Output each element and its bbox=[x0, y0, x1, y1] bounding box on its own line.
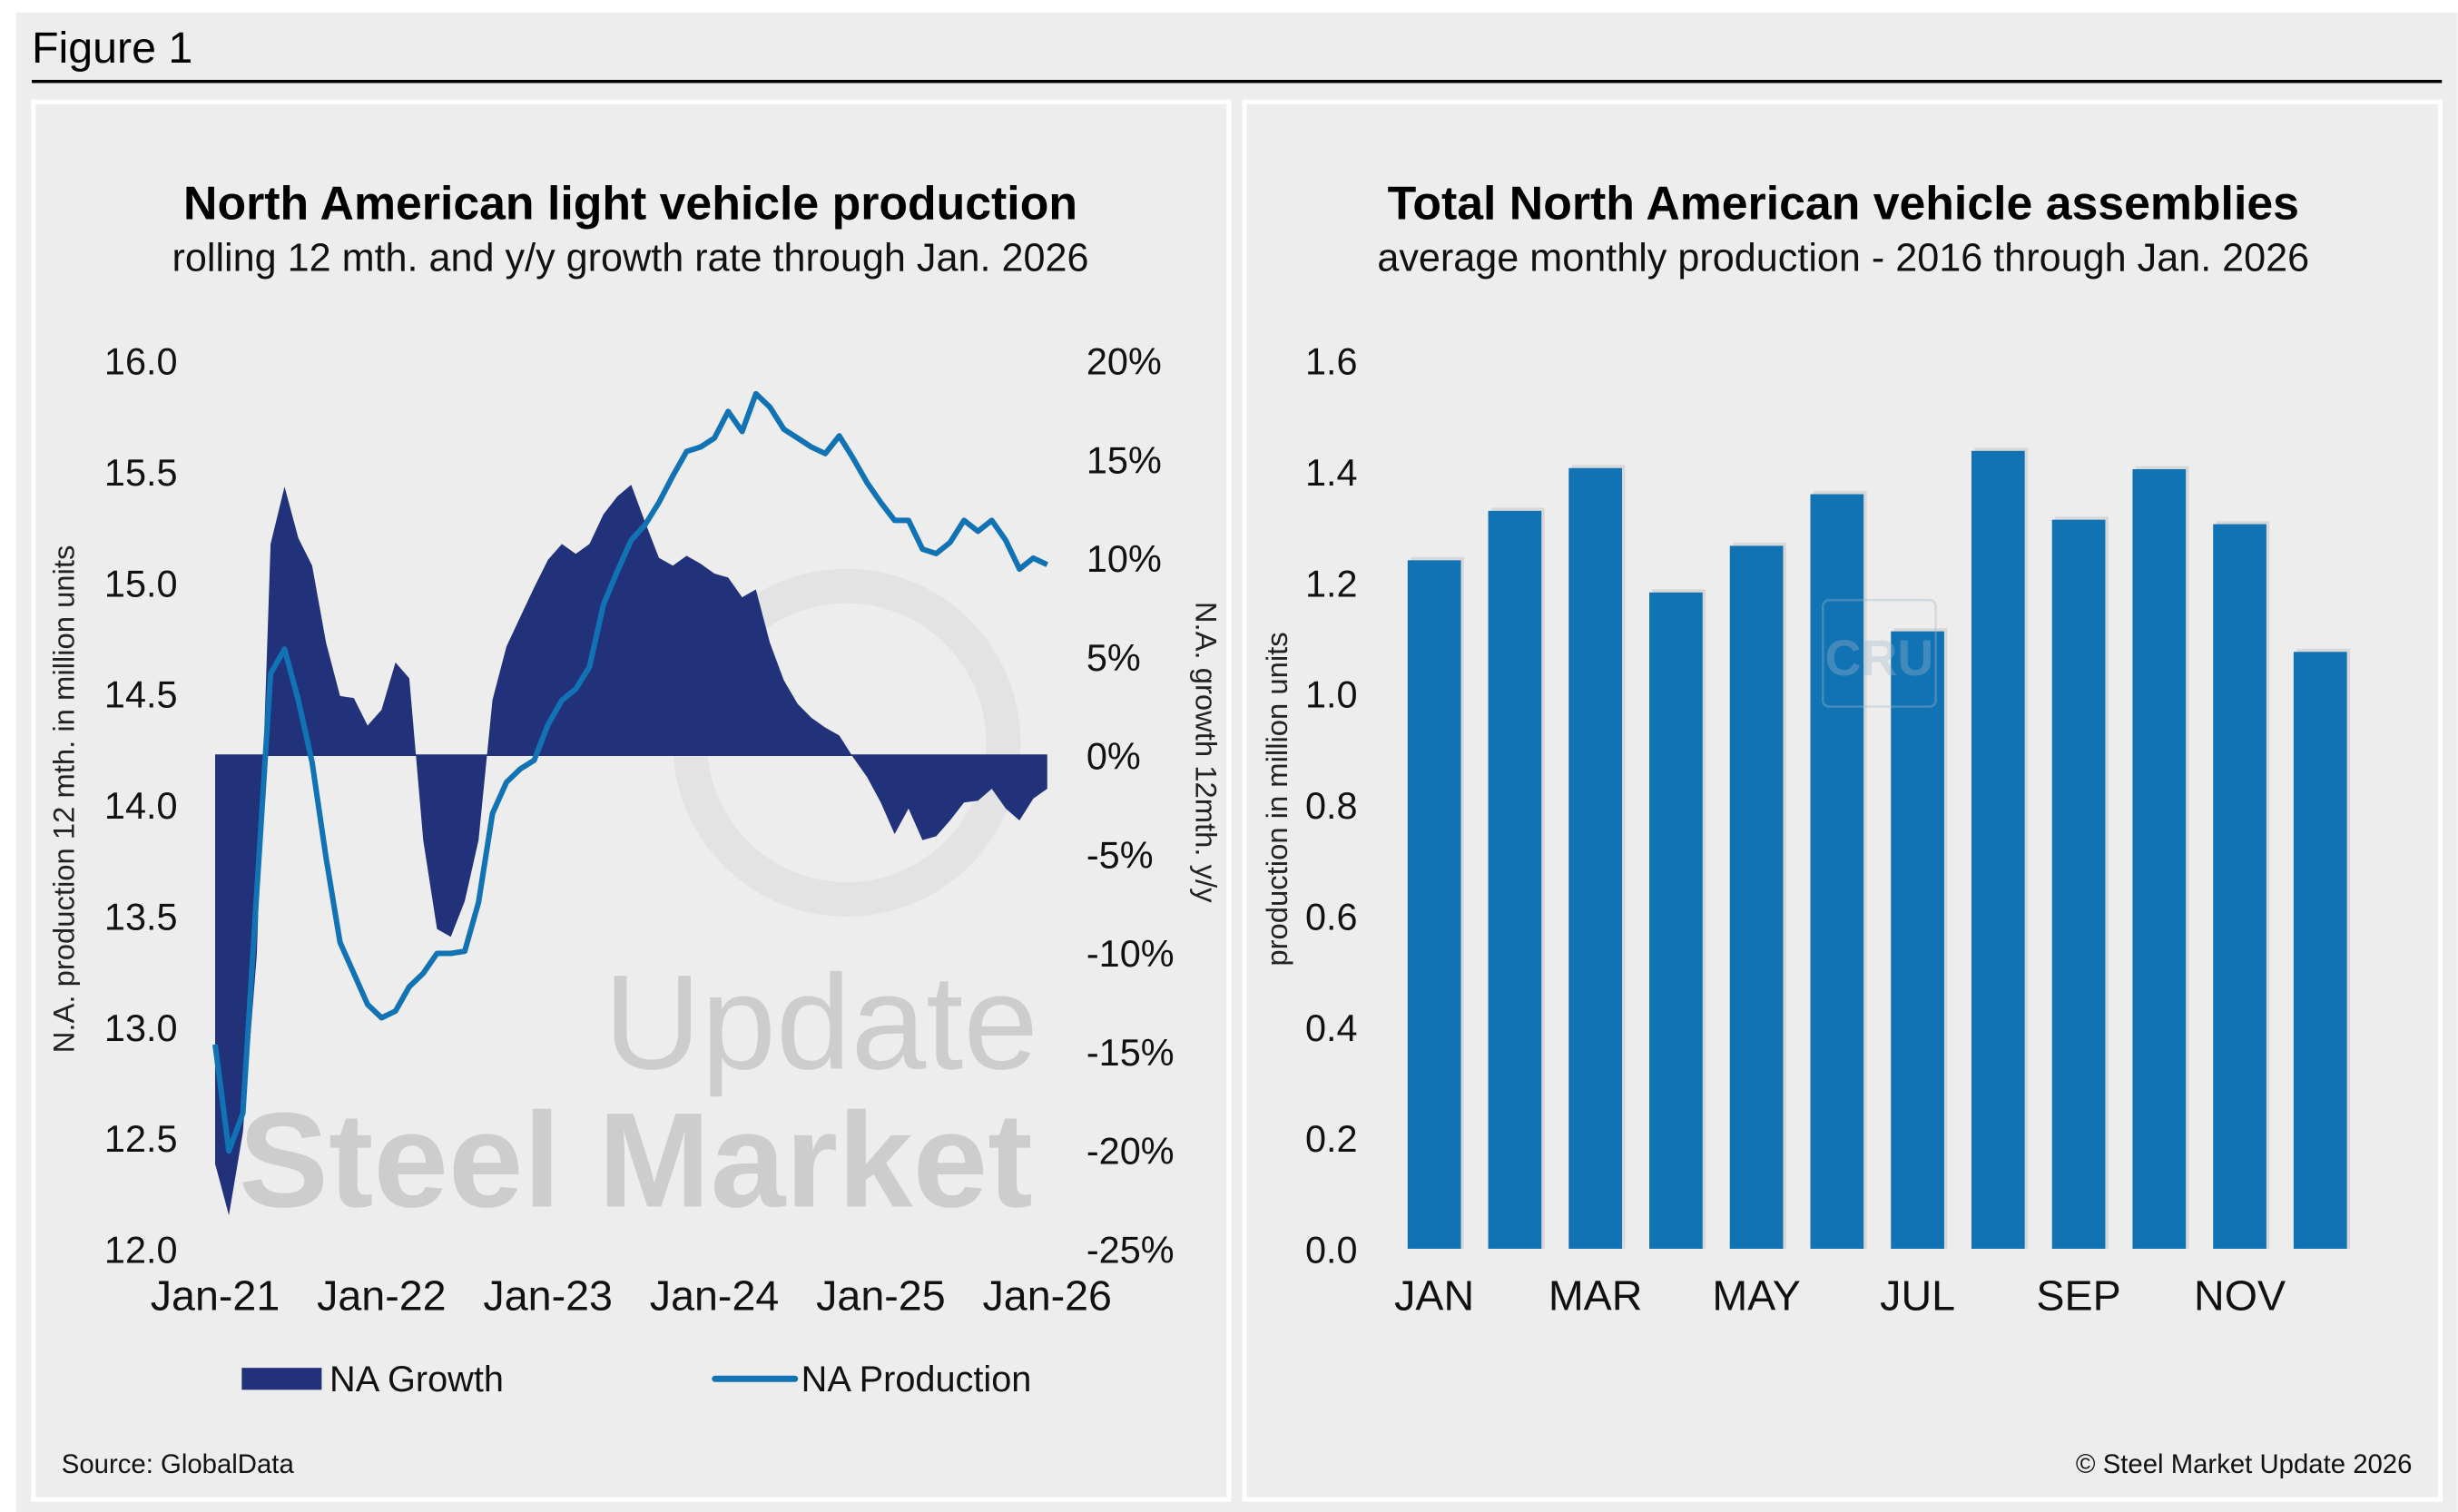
right-panel: Total North American vehicle assemblies … bbox=[1242, 99, 2443, 1502]
right-chart-subtitle: average monthly production - 2016 throug… bbox=[1377, 237, 2309, 280]
legend-label-growth: NA Growth bbox=[329, 1360, 504, 1399]
x-tick-label: JUL bbox=[1880, 1271, 1955, 1319]
left-chart-subtitle: rolling 12 mth. and y/y growth rate thro… bbox=[172, 237, 1089, 280]
left-y-axis-title: N.A. production 12 mth. in million units bbox=[47, 545, 81, 1054]
right-y-axis-title: N.A. growth 12mth. y/y bbox=[1190, 602, 1224, 903]
source-note: Source: GlobalData bbox=[62, 1449, 295, 1479]
y-tick-label: 0.4 bbox=[1305, 1006, 1358, 1049]
x-tick-label: NOV bbox=[2194, 1271, 2286, 1319]
left-y-tick-label: 12.5 bbox=[104, 1117, 178, 1160]
left-y-tick-label: 15.0 bbox=[104, 562, 178, 604]
bar-mar bbox=[1568, 467, 1622, 1249]
x-tick-label: Jan-24 bbox=[650, 1271, 780, 1319]
left-panel: North American light vehicle production … bbox=[31, 99, 1232, 1502]
watermark-text-light: Update bbox=[604, 947, 1038, 1097]
x-tick-label: Jan-23 bbox=[483, 1271, 613, 1319]
x-tick-label: Jan-22 bbox=[317, 1271, 447, 1319]
legend: NA Growth NA Production bbox=[241, 1360, 1031, 1399]
copyright-note: © Steel Market Update 2026 bbox=[2076, 1449, 2413, 1479]
right-y-tick-label: 0% bbox=[1086, 735, 1141, 778]
left-y-tick-label: 13.0 bbox=[104, 1006, 178, 1049]
x-tick-label: SEP bbox=[2036, 1271, 2120, 1319]
bar-feb bbox=[1488, 510, 1542, 1249]
legend-label-production: NA Production bbox=[801, 1360, 1032, 1399]
left-y-tick-label: 14.5 bbox=[104, 673, 178, 716]
x-tick-label: Jan-26 bbox=[982, 1271, 1112, 1319]
figure-label: Figure 1 bbox=[32, 24, 192, 73]
right-y-tick-label: -10% bbox=[1086, 932, 1175, 975]
cru-logo-watermark: CRU bbox=[1822, 598, 1937, 708]
bar-dec bbox=[2293, 652, 2347, 1249]
y-tick-label: 1.0 bbox=[1305, 673, 1358, 716]
bar-aug bbox=[1971, 450, 2025, 1249]
production-line bbox=[212, 390, 1049, 1154]
x-tick-label: MAY bbox=[1712, 1271, 1801, 1319]
right-chart-plot: 0.0 0.2 0.4 0.6 0.8 1.0 1.2 1.4 1.6 JAN MAR MAY JUL S… bbox=[1305, 340, 2351, 1319]
right-y-tick-label: 15% bbox=[1086, 438, 1162, 481]
bar-oct bbox=[2132, 468, 2187, 1249]
legend-swatch-growth bbox=[241, 1368, 322, 1390]
cru-logo-frame bbox=[1822, 598, 1937, 708]
watermark: Update Steel Market bbox=[239, 947, 1038, 1235]
left-chart-plot: 12.0 12.5 13.0 13.5 14.0 14.5 15.0 15.5 16.0 -25%… bbox=[104, 340, 1175, 1320]
y-tick-label: 0.6 bbox=[1305, 895, 1358, 938]
y-tick-label: 1.6 bbox=[1305, 340, 1358, 383]
y-tick-label: 1.4 bbox=[1305, 451, 1358, 494]
bar-sep bbox=[2051, 519, 2106, 1249]
y-tick-label: 0.8 bbox=[1305, 784, 1358, 827]
y-tick-label: 0.0 bbox=[1305, 1228, 1358, 1271]
right-y-tick-label: -25% bbox=[1086, 1228, 1175, 1271]
bar-y-axis-title: production in million units bbox=[1260, 632, 1293, 966]
bar-may bbox=[1729, 545, 1784, 1249]
x-tick-label: MAR bbox=[1549, 1271, 1643, 1319]
right-chart-title: Total North American vehicle assemblies bbox=[1388, 177, 2299, 230]
bar-jun bbox=[1810, 494, 1864, 1249]
right-y-tick-label: -15% bbox=[1086, 1031, 1175, 1074]
left-chart-title: North American light vehicle production bbox=[183, 177, 1077, 230]
bar-jan bbox=[1407, 560, 1461, 1249]
bar-apr bbox=[1649, 592, 1703, 1249]
right-y-tick-label: 20% bbox=[1086, 340, 1162, 383]
left-y-tick-label: 14.0 bbox=[104, 784, 178, 827]
y-tick-label: 1.2 bbox=[1305, 562, 1358, 604]
x-tick-label: Jan-25 bbox=[816, 1271, 946, 1319]
left-y-tick-label: 12.0 bbox=[104, 1228, 178, 1271]
bar-jul bbox=[1891, 631, 1944, 1249]
x-tick-label: JAN bbox=[1394, 1271, 1474, 1319]
y-tick-label: 0.2 bbox=[1305, 1117, 1358, 1160]
left-y-tick-label: 16.0 bbox=[104, 340, 178, 383]
x-tick-label: Jan-21 bbox=[151, 1271, 280, 1319]
growth-area bbox=[215, 485, 1047, 1216]
right-y-tick-label: 5% bbox=[1086, 636, 1141, 679]
left-y-tick-label: 13.5 bbox=[104, 895, 178, 938]
right-y-tick-label: 10% bbox=[1086, 537, 1162, 580]
cru-logo-text: CRU bbox=[1825, 630, 1934, 686]
right-y-tick-label: -20% bbox=[1086, 1130, 1175, 1173]
bar-nov bbox=[2213, 524, 2266, 1249]
watermark-text-bold: Steel Market bbox=[239, 1085, 1033, 1235]
left-y-tick-label: 15.5 bbox=[104, 451, 178, 494]
right-y-tick-label: -5% bbox=[1086, 833, 1154, 876]
